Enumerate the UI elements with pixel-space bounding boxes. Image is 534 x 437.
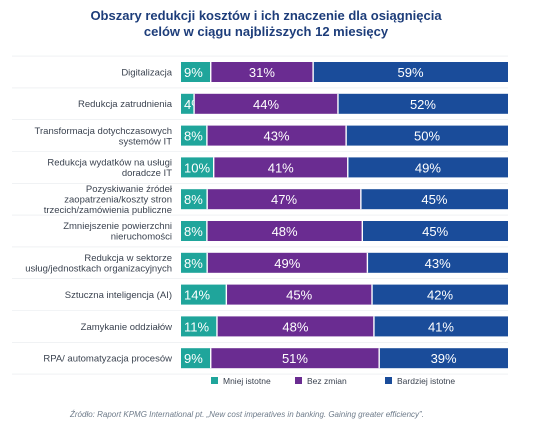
data-label: 44% (253, 97, 279, 112)
data-label: 11% (184, 319, 209, 334)
chart-title-line-2: celów w ciągu najbliższych 12 miesięcy (143, 24, 389, 39)
data-label: 43% (263, 129, 289, 144)
bar-segment (313, 62, 508, 82)
source-note: Źródło: Raport KPMG International pt. „N… (70, 410, 424, 419)
category-label-line: RPA/ automatyzacja procesów (43, 354, 172, 365)
category-label: Digitalizacja (121, 67, 172, 78)
data-label: 50% (414, 129, 440, 144)
legend-label: Bardziej istotne (397, 376, 455, 386)
bar-segment (210, 348, 380, 369)
bar-segment (181, 316, 217, 337)
bar-segment (206, 221, 363, 241)
data-label: 8% (184, 192, 203, 207)
category-label-line: systemów IT (119, 136, 173, 147)
category-label: Redukcja zatrudnienia (78, 99, 173, 110)
data-label: 8% (184, 224, 203, 239)
bar-segment (373, 316, 508, 337)
bar-segment (346, 125, 508, 146)
data-label: 10% (184, 160, 210, 175)
bar-segment (210, 62, 314, 82)
category-label: Redukcja wydatków na usługi doradcze IT (47, 158, 172, 180)
category-label: Pozyskiwanie źródeł zaopatrzenia/koszty s… (44, 184, 173, 216)
data-label: 42% (427, 288, 453, 303)
category-label-line: trzecich/zamówienia publiczne (44, 205, 172, 216)
data-label: 48% (272, 224, 298, 239)
data-label: 9% (184, 351, 203, 366)
bar-segment (181, 157, 214, 178)
category-label-line: Transformacja dotychczasowych (35, 126, 172, 137)
chart-title-line-1: Obszary redukcji kosztów i ich znaczenie… (90, 8, 442, 23)
data-label: 59% (398, 65, 424, 80)
data-label: 41% (428, 319, 454, 334)
category-label-line: nieruchomości (111, 232, 172, 243)
data-label: 39% (431, 351, 457, 366)
category-label: Redukcja w sektorze usług/jednostkach org… (25, 253, 172, 275)
category-label: Sztuczna inteligencja (AI) (65, 290, 172, 301)
bar-segment (216, 316, 374, 337)
data-label: 14% (184, 288, 210, 303)
bar-segment (362, 221, 508, 241)
bar-segment (181, 125, 207, 146)
data-label: 52% (410, 97, 436, 112)
data-label: 41% (268, 160, 294, 175)
data-label: 45% (421, 192, 447, 207)
category-label: Zmniejszenie powierzchni nieruchomości (63, 221, 172, 243)
bar-segment (367, 252, 508, 273)
legend-label: Mniej istotne (223, 376, 271, 386)
bar-segment (181, 189, 208, 210)
category-label-line: Pozyskiwanie źródeł (86, 184, 173, 195)
bar-segment (372, 284, 508, 305)
data-label: 8% (184, 129, 203, 144)
bar-segment (360, 189, 508, 210)
bar-segment (206, 125, 347, 146)
data-label: 49% (415, 160, 441, 175)
legend-swatch (295, 377, 302, 384)
data-label: 45% (286, 288, 312, 303)
category-label-line: Redukcja zatrudnienia (78, 99, 173, 110)
category-label-line: usług/jednostkach organizacyjnych (25, 263, 172, 274)
stacked-bar-chart: Digitalizacja 9% 31% 59% Redukcja zatrudnien… (12, 55, 508, 386)
data-label: 9% (184, 65, 203, 80)
legend-swatch (211, 377, 218, 384)
bar-segment (181, 348, 211, 369)
category-label-line: zaopatrzenia/koszty stron (64, 195, 172, 206)
data-label: 31% (249, 65, 275, 80)
bar-segment (207, 189, 361, 210)
bar-segment (181, 62, 211, 82)
bar-segment (347, 157, 508, 178)
category-label-line: Zamykanie oddziałów (81, 322, 172, 333)
bar-segment (181, 221, 207, 241)
category-label-line: Sztuczna inteligencja (AI) (65, 290, 172, 301)
data-label: 49% (274, 256, 300, 271)
category-label-line: Redukcja w sektorze (84, 253, 172, 264)
bar-segment (337, 93, 508, 114)
data-label: 48% (282, 319, 308, 334)
data-label: 47% (271, 192, 297, 207)
bar-segment (379, 348, 508, 369)
data-label: 43% (425, 256, 451, 271)
legend-label: Bez zmian (307, 376, 347, 386)
bar-segment (207, 252, 368, 273)
category-label: Transformacja dotychczasowych systemów IT (35, 126, 173, 148)
category-label-line: doradcze IT (122, 168, 172, 179)
category-label-line: Redukcja wydatków na usługi (47, 158, 172, 169)
category-label-line: Digitalizacja (121, 67, 172, 78)
legend-swatch (385, 377, 392, 384)
data-label: 8% (184, 256, 203, 271)
category-label: RPA/ automatyzacja procesów (43, 354, 172, 365)
bar-segment (213, 157, 348, 178)
bar-segment (194, 93, 338, 114)
bar-segment (181, 284, 227, 305)
bar-segment (181, 252, 208, 273)
bar-segment (181, 93, 195, 114)
data-label: 51% (282, 351, 308, 366)
data-label: 45% (422, 224, 448, 239)
category-label: Zamykanie oddziałów (81, 322, 172, 333)
category-label-line: Zmniejszenie powierzchni (63, 221, 172, 232)
bar-segment (226, 284, 373, 305)
